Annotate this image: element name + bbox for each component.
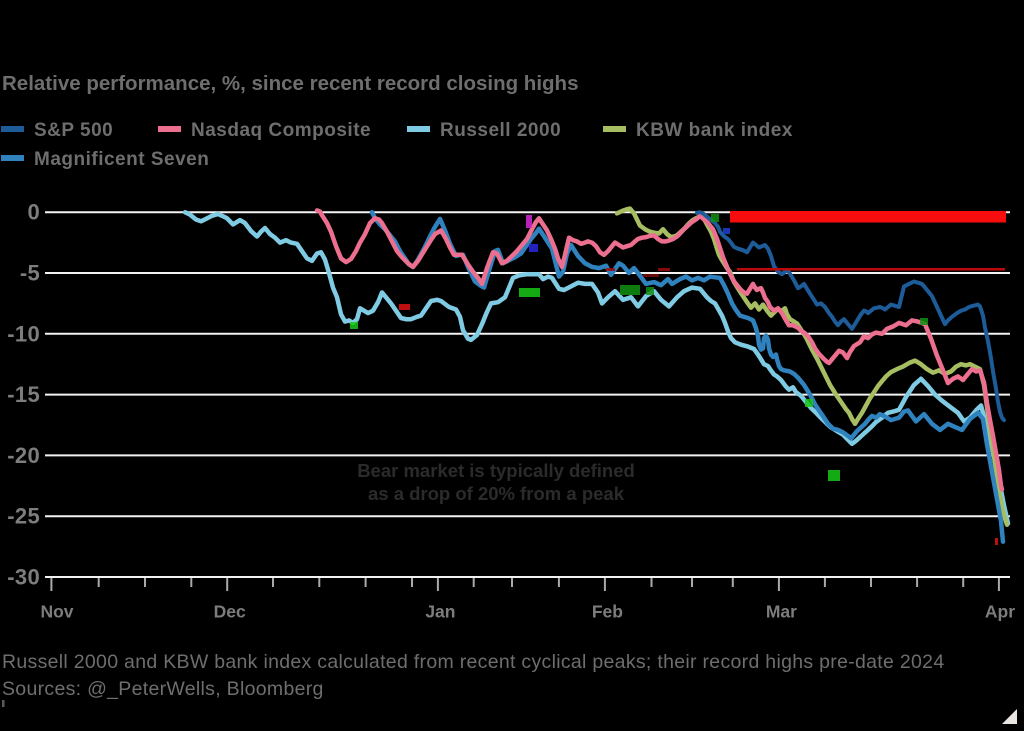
svg-text:Dec: Dec [214,602,246,622]
svg-text:Bear market is typically defin: Bear market is typically defined [357,460,635,481]
svg-text:-5: -5 [20,261,40,286]
svg-text:as a drop of 20% from a peak: as a drop of 20% from a peak [368,483,625,504]
svg-text:Apr: Apr [985,602,1015,622]
svg-text:-25: -25 [7,504,40,529]
svg-text:-30: -30 [7,565,40,590]
svg-text:-10: -10 [7,321,40,346]
svg-text:-15: -15 [7,382,40,407]
svg-text:Jan: Jan [425,602,455,622]
svg-text:Feb: Feb [592,602,623,622]
svg-text:-20: -20 [7,443,40,468]
svg-text:Mar: Mar [766,602,797,622]
svg-text:0: 0 [27,200,40,225]
svg-text:Nov: Nov [40,602,73,622]
